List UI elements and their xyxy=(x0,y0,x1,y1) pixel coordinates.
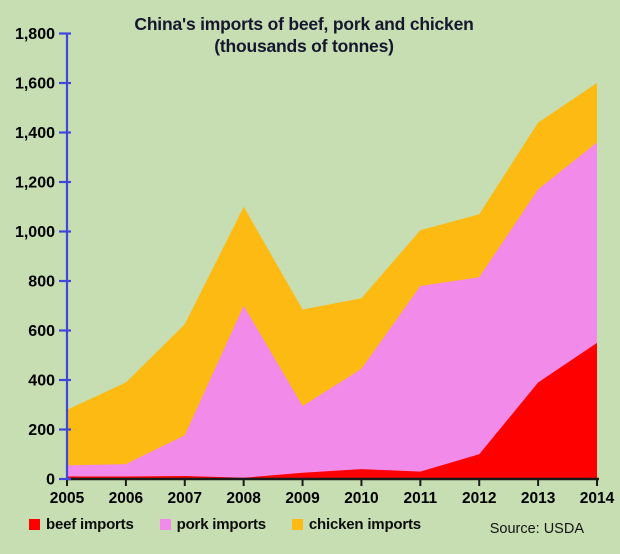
y-tick-label: 0 xyxy=(46,472,55,489)
legend-label-beef: beef imports xyxy=(46,516,134,533)
y-tick-label: 600 xyxy=(28,323,55,340)
chart-title-line1: China's imports of beef, pork and chicke… xyxy=(134,14,474,34)
y-tick-label: 1,000 xyxy=(15,224,55,241)
chart-title-line2: (thousands of tonnes) xyxy=(214,36,394,56)
source-label: Source: USDA xyxy=(489,521,584,537)
pork-swatch-icon xyxy=(159,519,171,530)
x-tick-label: 2005 xyxy=(50,490,85,507)
y-tick-label: 400 xyxy=(28,373,55,390)
legend-label-pork: pork imports xyxy=(176,516,266,533)
legend-label-chicken: chicken imports xyxy=(308,516,421,533)
y-tick-label: 1,800 xyxy=(15,26,55,43)
x-tick-label: 2009 xyxy=(285,490,320,507)
beef-swatch-icon xyxy=(29,519,40,530)
y-tick-label: 1,600 xyxy=(15,76,55,93)
y-tick-label: 1,200 xyxy=(15,175,55,192)
x-tick-label: 2014 xyxy=(580,490,615,507)
y-tick-label: 1,400 xyxy=(15,125,55,142)
x-tick-label: 2007 xyxy=(168,490,202,507)
chart-title: China's imports of beef, pork and chicke… xyxy=(0,13,614,57)
x-tick-label: 2013 xyxy=(521,490,556,507)
legend: beef imports pork imports chicken import… xyxy=(29,516,421,533)
y-tick-label: 800 xyxy=(28,274,55,291)
x-tick-label: 2010 xyxy=(344,490,378,507)
chicken-swatch-icon xyxy=(291,519,303,530)
legend-item-beef: beef imports xyxy=(29,516,134,533)
y-tick-label: 200 xyxy=(28,422,55,439)
beef-area xyxy=(67,342,597,479)
legend-item-chicken: chicken imports xyxy=(291,516,421,533)
pork-area xyxy=(67,142,597,479)
x-tick-label: 2012 xyxy=(462,490,496,507)
x-tick-label: 2011 xyxy=(404,490,438,507)
legend-item-pork: pork imports xyxy=(159,516,266,533)
x-tick-label: 2006 xyxy=(109,490,144,507)
x-tick-label: 2008 xyxy=(226,490,261,507)
